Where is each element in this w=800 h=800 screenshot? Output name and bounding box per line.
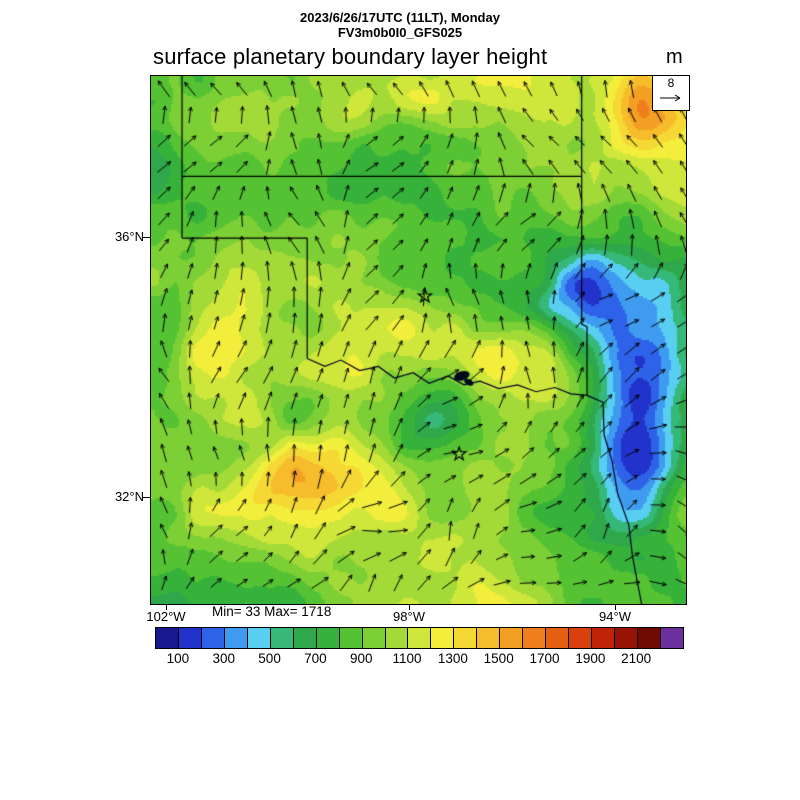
colorbar-cell — [408, 628, 432, 648]
colorbar-tick-label: 1500 — [483, 651, 514, 666]
colorbar-tick-label: 1900 — [575, 651, 606, 666]
colorbar-cell — [569, 628, 593, 648]
lon-tick-label-94w: 94°W — [599, 609, 631, 624]
colorbar-cell — [454, 628, 478, 648]
colorbar-cell — [546, 628, 570, 648]
colorbar-tick-label: 300 — [212, 651, 235, 666]
header-datetime: 2023/6/26/17UTC (11LT), Monday — [300, 10, 500, 25]
lat-tick-label-32n: 32°N — [114, 489, 144, 504]
colorbar-cell — [178, 628, 202, 648]
unit-label: m — [666, 46, 683, 68]
lat-tick-label-36n: 36°N — [114, 229, 144, 244]
colorbar-cell — [431, 628, 455, 648]
lat-tick-32n — [143, 497, 150, 498]
header-model-run: FV3m0b0I0_GFS025 — [337, 25, 463, 40]
colorbar-tick-label: 700 — [304, 651, 327, 666]
lat-tick-36n — [143, 237, 150, 238]
colorbar-labels: 100 300 500 700 900 1100 1300 1500 1700 1900 2100 — [155, 651, 682, 667]
wind-reference-value: 8 — [667, 76, 675, 90]
colorbar-cell — [385, 628, 409, 648]
map-frame: 8 — [150, 75, 690, 605]
lon-tick-98w — [409, 604, 410, 610]
colorbar-cell — [224, 628, 248, 648]
colorbar-cell — [316, 628, 340, 648]
lon-tick-94w — [615, 604, 616, 610]
colorbar-tick-label: 1100 — [392, 651, 422, 666]
colorbar-cell — [523, 628, 547, 648]
colorbar-tick-label: 2100 — [621, 651, 652, 666]
colorbar-cell — [615, 628, 639, 648]
colorbar-cell — [270, 628, 294, 648]
lon-tick-label-102w: 102°W — [146, 609, 186, 624]
colorbar-cell — [247, 628, 271, 648]
lon-tick-102w — [166, 604, 167, 610]
colorbar-cell — [660, 628, 683, 648]
colorbar-tick-label: 900 — [349, 651, 373, 666]
map-canvas — [151, 76, 686, 604]
colorbar — [155, 627, 684, 649]
colorbar-cell — [293, 628, 317, 648]
colorbar-cell — [201, 628, 225, 648]
colorbar-tick-label: 1300 — [437, 651, 468, 666]
wind-reference-box: 8 — [652, 75, 690, 111]
colorbar-tick-label: 500 — [258, 651, 281, 666]
wind-reference-arrow-icon — [660, 94, 681, 102]
colorbar-cell — [592, 628, 616, 648]
colorbar-cell — [477, 628, 501, 648]
colorbar-cell — [638, 628, 661, 648]
chart-title: surface planetary boundary layer height — [153, 44, 548, 69]
colorbar-tick-label: 100 — [166, 651, 190, 666]
colorbar-cell — [500, 628, 524, 648]
colorbar-cell — [362, 628, 386, 648]
minmax-stats: Min= 33 Max= 1718 — [212, 604, 332, 619]
colorbar-tick-label: 1700 — [529, 651, 560, 666]
colorbar-cell — [339, 628, 363, 648]
colorbar-cell — [156, 628, 179, 648]
lon-tick-label-98w: 98°W — [393, 609, 425, 624]
